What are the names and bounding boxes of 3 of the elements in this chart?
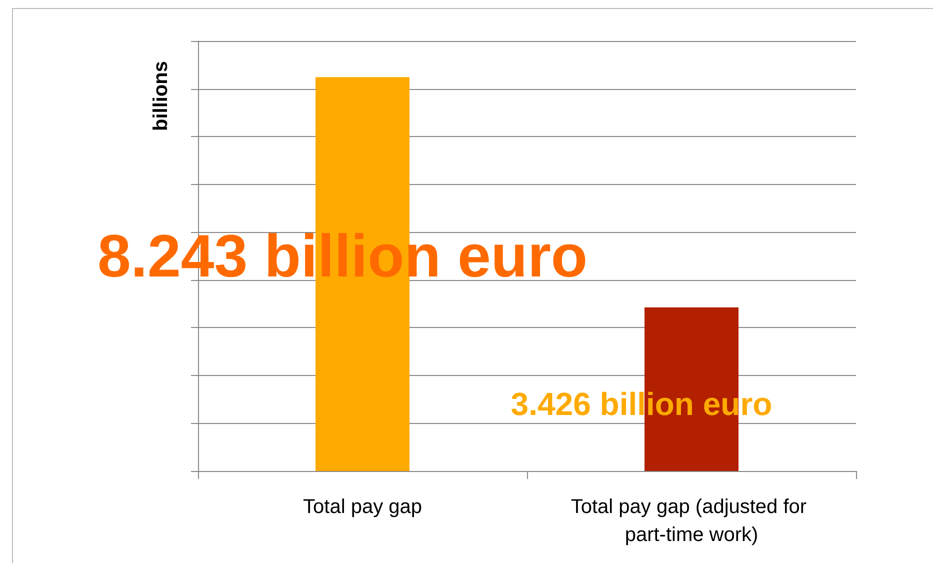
x-tick-label: Total pay gap <box>303 496 422 518</box>
y-axis-title: billions <box>150 61 172 131</box>
x-tick-label: Total pay gap (adjusted for part-time work) <box>570 496 812 546</box>
